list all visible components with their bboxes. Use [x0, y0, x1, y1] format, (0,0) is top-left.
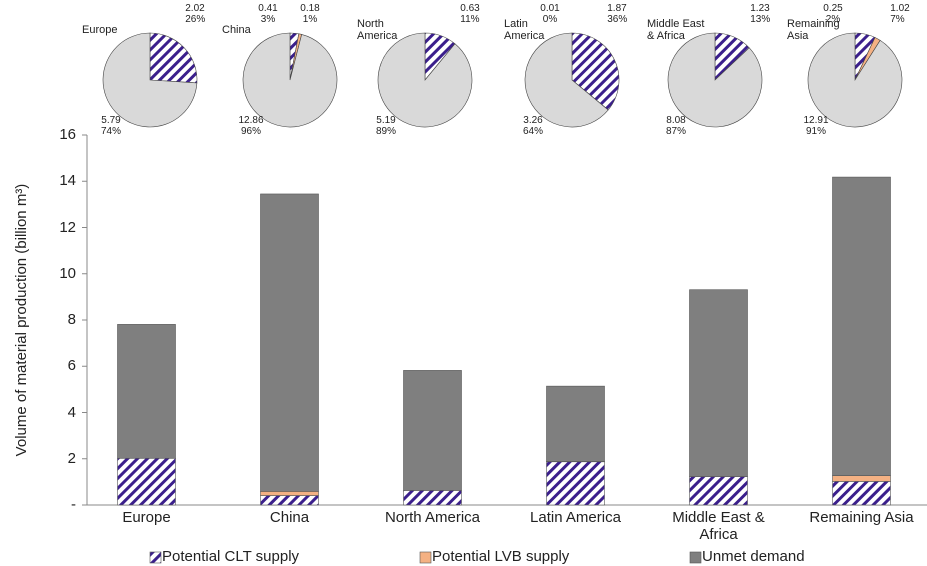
- bar-segment: [117, 457, 176, 506]
- pie-amount: 12.86: [238, 115, 264, 126]
- pie-amount: 3.26: [523, 115, 543, 126]
- y-tick-label: 8: [67, 310, 76, 328]
- y-tick-label: 12: [59, 218, 76, 236]
- pie-percent: 1%: [302, 14, 318, 25]
- bar-segment: [689, 476, 748, 506]
- bar-segment: [403, 370, 462, 491]
- pie-slice: [242, 32, 338, 128]
- bar-segment: [832, 176, 891, 476]
- y-axis-label: Volume of material production (billion m…: [12, 183, 30, 457]
- pie-percent: 0%: [542, 14, 558, 25]
- legend-swatch: [149, 551, 162, 564]
- x-tick-label: Remaining Asia: [809, 509, 914, 526]
- bar-segment: [689, 289, 748, 477]
- pie-percent: 64%: [522, 126, 544, 137]
- y-tick-label: 4: [67, 403, 76, 421]
- bar-segment: [832, 481, 891, 506]
- legend-swatch: [419, 551, 432, 564]
- legend-swatch: [689, 551, 702, 564]
- y-tick-label: 16: [59, 125, 76, 143]
- pie-percent: 36%: [607, 14, 628, 25]
- x-tick-label: Latin America: [530, 509, 621, 526]
- pie-amount: 0.18: [300, 3, 320, 14]
- y-tick-label: 6: [67, 357, 76, 374]
- pie-slice: [571, 32, 620, 111]
- x-tick-label: North America: [384, 509, 481, 526]
- legend-label: Potential LVB supply: [432, 547, 570, 565]
- pie-slice: [377, 32, 473, 128]
- bar-segment: [260, 495, 319, 506]
- pie-percent: 7%: [890, 14, 905, 25]
- legend-label: Potential CLT supply: [162, 547, 300, 565]
- y-tick-label: -: [71, 495, 76, 513]
- pie-title: Latin America: [504, 17, 545, 42]
- x-tick-label: Europe: [122, 509, 171, 526]
- pie-percent: 74%: [100, 126, 122, 137]
- pie-percent: 87%: [665, 126, 687, 137]
- pie-amount: 0.41: [258, 3, 278, 14]
- pie-slice: [149, 32, 198, 84]
- y-tick-label: 2: [67, 449, 76, 467]
- pie-percent: 13%: [750, 14, 771, 25]
- x-tick-label: Middle East & Africa: [672, 509, 765, 543]
- pie-amount: 5.79: [101, 115, 121, 126]
- pie-amount: 5.19: [376, 115, 396, 126]
- x-tick-label: China: [269, 509, 310, 526]
- pie-percent: 26%: [185, 14, 206, 25]
- pie-amount: 2.02: [185, 3, 205, 14]
- pie-amount: 0.01: [540, 3, 560, 14]
- bar-segment: [117, 324, 176, 459]
- pie-amount: 8.08: [666, 115, 686, 126]
- pie-title: Middle East & Africa: [647, 17, 705, 42]
- pie-amount: 0.63: [460, 3, 480, 14]
- y-tick-label: 14: [59, 172, 76, 189]
- pie-title: North America: [357, 17, 398, 42]
- bar-segment: [546, 461, 605, 506]
- pie-slice: [807, 32, 903, 128]
- bar-segment: [403, 490, 462, 506]
- bar-segment: [260, 491, 319, 496]
- pie-percent: 96%: [240, 126, 262, 137]
- y-tick-label: 10: [59, 264, 76, 282]
- pie-amount: 0.25: [823, 3, 843, 14]
- bar-segment: [832, 475, 891, 482]
- pie-title: Remaining Asia: [787, 17, 840, 42]
- pie-amount: 12.91: [803, 115, 829, 126]
- legend-label: Unmet demand: [702, 547, 805, 565]
- bar-segment: [546, 385, 605, 462]
- pie-percent: 2%: [825, 14, 841, 25]
- pie-slice: [667, 32, 763, 128]
- pie-slice: [102, 32, 198, 128]
- bar-segment: [260, 193, 319, 492]
- pie-title: Europe: [82, 23, 118, 36]
- pie-slice: [524, 32, 609, 128]
- pie-percent: 11%: [460, 14, 480, 25]
- pie-amount: 1.87: [607, 3, 627, 14]
- pie-amount: 1.23: [750, 3, 770, 14]
- pie-percent: 89%: [375, 126, 397, 137]
- pie-percent: 91%: [805, 126, 827, 137]
- pie-percent: 3%: [260, 14, 276, 25]
- pie-amount: 1.02: [890, 3, 910, 14]
- pie-title: China: [222, 23, 251, 36]
